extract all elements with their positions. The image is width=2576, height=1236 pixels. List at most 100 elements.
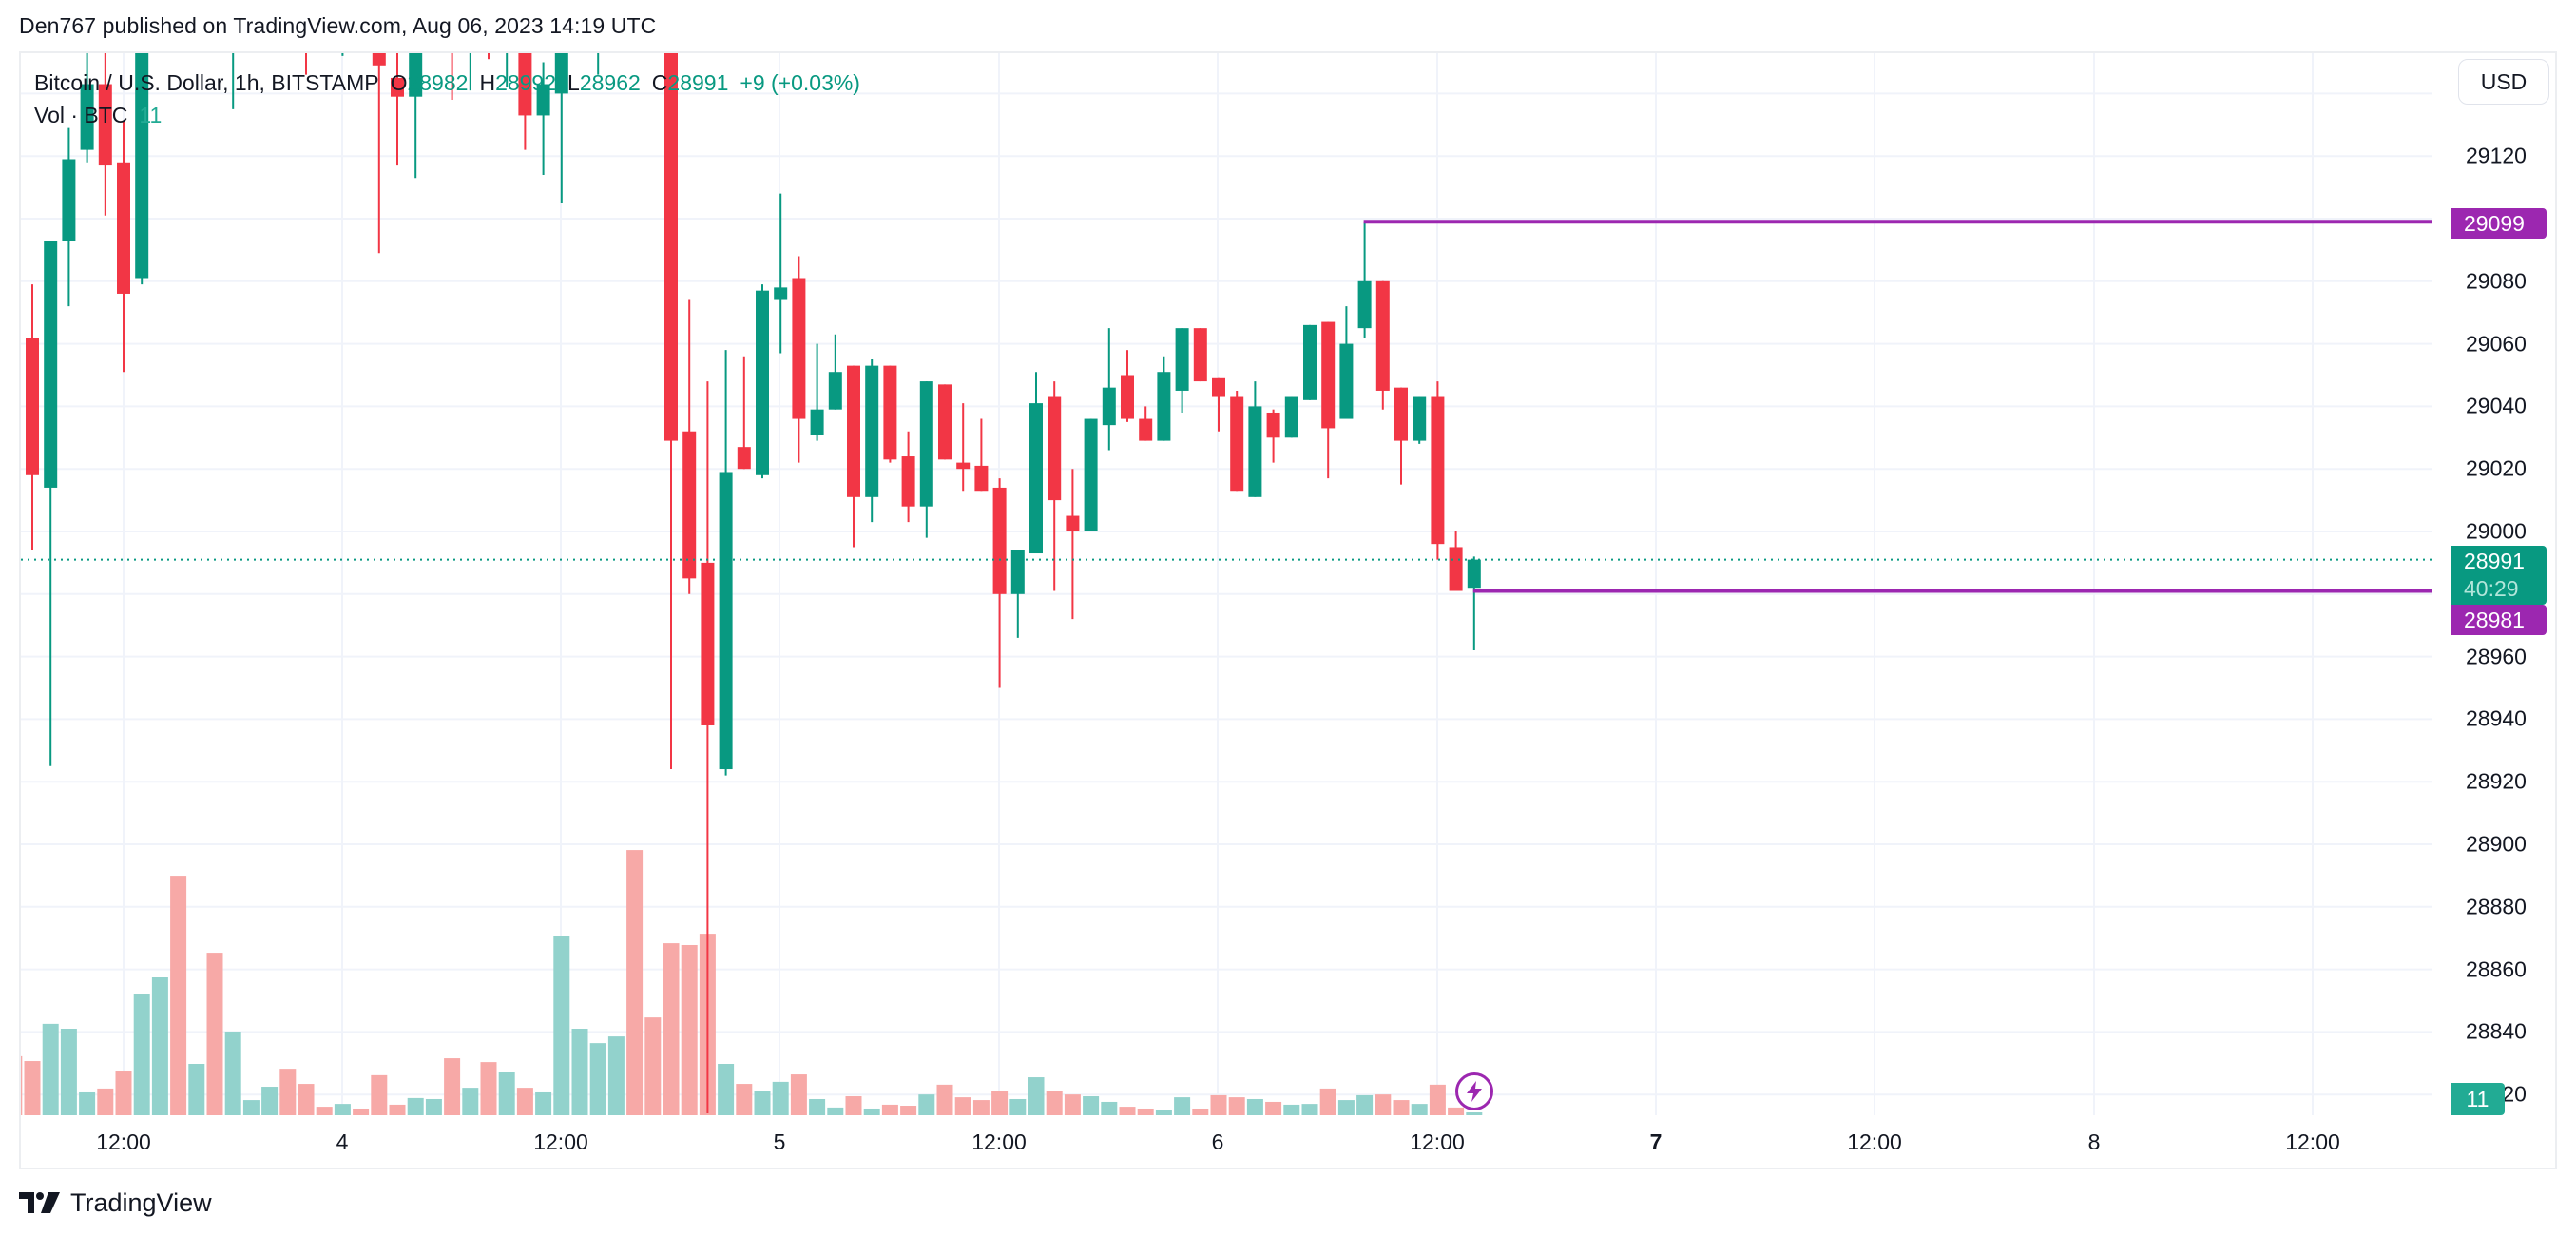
candle[interactable] bbox=[1212, 377, 1225, 432]
candle[interactable] bbox=[44, 241, 58, 766]
candle[interactable] bbox=[992, 478, 1007, 688]
candle[interactable] bbox=[1121, 350, 1134, 422]
candle[interactable] bbox=[756, 284, 769, 479]
candle[interactable] bbox=[62, 127, 76, 307]
candle[interactable] bbox=[792, 256, 806, 463]
chart-frame[interactable] bbox=[19, 51, 2557, 1169]
volume-bar bbox=[1155, 1110, 1172, 1115]
candle[interactable] bbox=[1230, 390, 1244, 492]
candle[interactable] bbox=[208, 0, 221, 31]
candle[interactable] bbox=[974, 418, 989, 492]
candle[interactable] bbox=[682, 299, 697, 594]
candle[interactable] bbox=[1339, 306, 1354, 419]
symbol-title[interactable]: Bitcoin / U.S. Dollar, 1h, BITSTAMP bbox=[34, 70, 379, 95]
candle[interactable] bbox=[464, 0, 477, 91]
candle[interactable] bbox=[573, 0, 586, 37]
candle[interactable] bbox=[774, 193, 788, 354]
candle[interactable] bbox=[1157, 356, 1171, 441]
candle[interactable] bbox=[1266, 409, 1280, 463]
candle[interactable] bbox=[1375, 280, 1390, 410]
candle[interactable] bbox=[1413, 396, 1427, 444]
volume-bar bbox=[1083, 1096, 1100, 1115]
candle[interactable] bbox=[153, 0, 166, 31]
candle[interactable] bbox=[1029, 372, 1043, 554]
candle[interactable] bbox=[1193, 328, 1207, 382]
tradingview-logo[interactable]: TradingView bbox=[19, 1188, 212, 1218]
candle[interactable] bbox=[1248, 381, 1262, 497]
candle[interactable] bbox=[901, 431, 915, 523]
candle[interactable] bbox=[1357, 222, 1372, 338]
volume-bar bbox=[754, 1091, 771, 1115]
candle[interactable] bbox=[26, 284, 39, 550]
candle[interactable] bbox=[190, 0, 203, 31]
candle[interactable] bbox=[664, 0, 678, 770]
volume-bar bbox=[1064, 1094, 1081, 1115]
candle[interactable] bbox=[919, 381, 933, 538]
candle[interactable] bbox=[628, 0, 642, 31]
candle[interactable] bbox=[810, 343, 824, 441]
candle[interactable] bbox=[1066, 469, 1080, 620]
candle[interactable] bbox=[317, 0, 331, 44]
candle[interactable] bbox=[1284, 396, 1298, 438]
candle[interactable] bbox=[554, 0, 568, 203]
candle[interactable] bbox=[847, 365, 860, 548]
lightning-icon[interactable] bbox=[1455, 1072, 1493, 1110]
currency-button[interactable]: USD bbox=[2458, 59, 2549, 105]
candle[interactable] bbox=[883, 365, 897, 463]
volume-bar bbox=[827, 1107, 844, 1115]
candle[interactable] bbox=[865, 359, 879, 523]
volume-bar bbox=[790, 1074, 807, 1115]
candle[interactable] bbox=[1139, 406, 1153, 441]
candle[interactable] bbox=[518, 0, 532, 150]
time-axis-label: 8 bbox=[2087, 1130, 2101, 1154]
candle[interactable] bbox=[172, 0, 185, 47]
candle[interactable] bbox=[226, 0, 240, 109]
candle[interactable] bbox=[1321, 321, 1336, 479]
volume-bar bbox=[553, 936, 570, 1115]
candle[interactable] bbox=[828, 334, 842, 410]
candle[interactable] bbox=[244, 0, 258, 15]
volume-bar bbox=[991, 1091, 1009, 1115]
candle[interactable] bbox=[737, 356, 751, 470]
candle[interactable] bbox=[391, 37, 404, 166]
candle[interactable] bbox=[701, 381, 715, 1113]
candle[interactable] bbox=[409, 0, 423, 179]
candle[interactable] bbox=[1048, 381, 1062, 591]
candle[interactable] bbox=[98, 25, 112, 216]
candle[interactable] bbox=[355, 0, 368, 47]
candle[interactable] bbox=[719, 350, 733, 776]
candle[interactable] bbox=[80, 31, 94, 163]
candle[interactable] bbox=[117, 122, 130, 373]
candle[interactable] bbox=[1102, 328, 1116, 451]
candle[interactable] bbox=[135, 0, 149, 285]
volume-bar bbox=[863, 1108, 880, 1115]
candle[interactable] bbox=[482, 0, 495, 60]
price-axis-label: 29120 bbox=[2466, 143, 2527, 168]
candle[interactable] bbox=[446, 0, 459, 100]
candle[interactable] bbox=[1175, 328, 1189, 413]
volume-label[interactable]: Vol · BTC bbox=[34, 103, 128, 127]
candle[interactable] bbox=[591, 0, 605, 75]
candle[interactable] bbox=[646, 0, 660, 37]
candle[interactable] bbox=[1394, 387, 1408, 485]
candle[interactable] bbox=[1449, 531, 1463, 591]
candle[interactable] bbox=[8, 131, 21, 322]
candle[interactable] bbox=[536, 62, 550, 175]
close-value: 28991 bbox=[667, 70, 729, 95]
candle[interactable] bbox=[1303, 324, 1317, 400]
volume-bar bbox=[242, 1100, 260, 1115]
volume-bar bbox=[845, 1096, 862, 1115]
candle[interactable] bbox=[1084, 418, 1098, 531]
candle[interactable] bbox=[1467, 556, 1481, 651]
candle[interactable] bbox=[956, 403, 971, 492]
time-axis-label: 12:00 bbox=[96, 1130, 151, 1154]
candle[interactable] bbox=[1431, 381, 1445, 560]
candle[interactable] bbox=[938, 384, 952, 460]
candle[interactable] bbox=[299, 0, 313, 75]
candle[interactable] bbox=[500, 0, 513, 87]
candle[interactable] bbox=[1010, 550, 1025, 638]
candle[interactable] bbox=[336, 0, 349, 56]
candle[interactable] bbox=[372, 31, 386, 254]
candle[interactable] bbox=[427, 0, 440, 37]
